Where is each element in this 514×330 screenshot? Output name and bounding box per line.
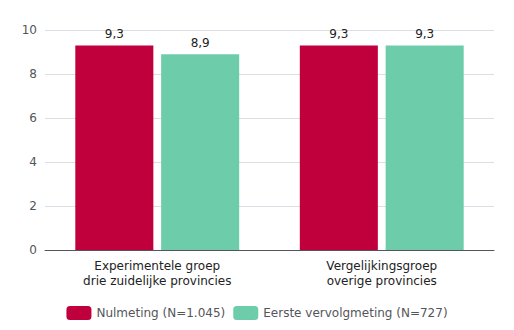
svg-text:overige provincies: overige provincies xyxy=(327,274,437,288)
svg-text:9,3: 9,3 xyxy=(105,27,124,41)
svg-text:8: 8 xyxy=(29,67,37,81)
svg-text:Eerste vervolgmeting (N=727): Eerste vervolgmeting (N=727) xyxy=(263,306,447,320)
svg-text:9,3: 9,3 xyxy=(329,27,348,41)
svg-text:8,9: 8,9 xyxy=(191,36,210,50)
svg-text:2: 2 xyxy=(29,199,37,213)
svg-text:Experimentele groep: Experimentele groep xyxy=(94,259,220,273)
svg-text:6: 6 xyxy=(29,111,37,125)
svg-text:10: 10 xyxy=(22,23,37,37)
svg-text:drie zuidelijke provincies: drie zuidelijke provincies xyxy=(83,274,231,288)
svg-text:9,3: 9,3 xyxy=(415,27,434,41)
svg-text:Vergelijkingsgroep: Vergelijkingsgroep xyxy=(326,259,437,273)
svg-text:0: 0 xyxy=(29,243,37,257)
svg-text:4: 4 xyxy=(29,155,37,169)
svg-text:Nulmeting (N=1.045): Nulmeting (N=1.045) xyxy=(96,306,225,320)
